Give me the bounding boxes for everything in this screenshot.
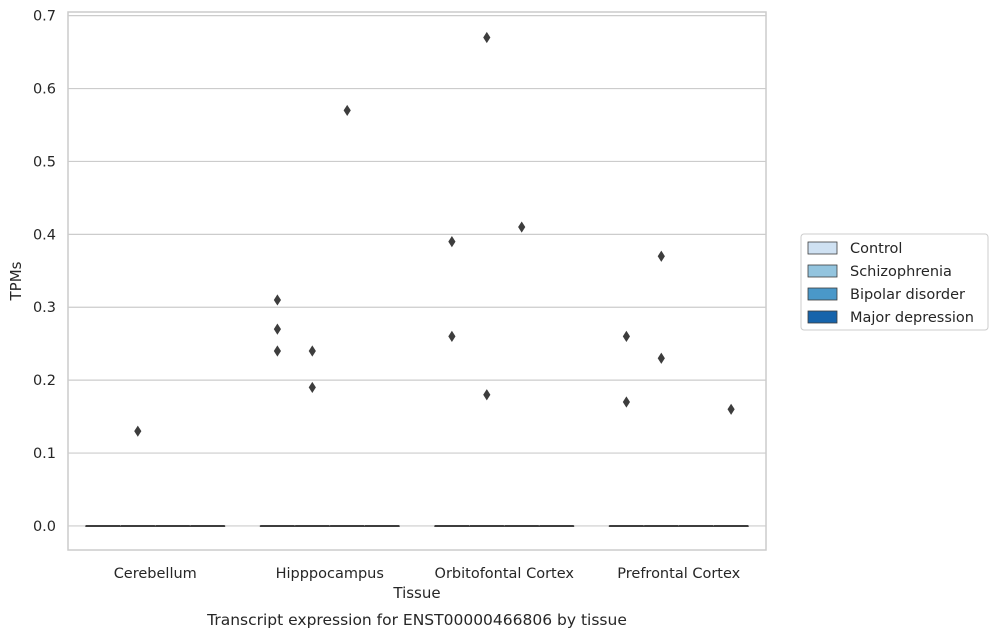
outlier-point — [622, 330, 630, 343]
outlier-point — [308, 345, 316, 357]
y-tick-label: 0.5 — [33, 154, 56, 170]
legend-swatch — [807, 287, 838, 301]
y-tick-label: 0.6 — [33, 82, 56, 98]
outlier-point — [134, 425, 142, 437]
y-tick-label: 0.3 — [33, 300, 56, 316]
y-tick-label: 0.7 — [33, 9, 56, 25]
outlier-point — [483, 389, 491, 401]
y-tick-label: 0.4 — [33, 227, 56, 243]
outlier-point — [448, 236, 456, 248]
y-tick-label: 0.0 — [33, 519, 56, 535]
legend-frame — [800, 233, 989, 331]
outlier-point — [622, 396, 630, 408]
plot-frame — [67, 11, 767, 551]
legend: Control Schizophrenia Bipolar disorder Majo… — [800, 233, 989, 331]
outlier-point — [483, 31, 491, 44]
x-tick-label: Orbitofontal Cortex — [435, 566, 575, 582]
x-tick-label: Prefrontal Cortex — [617, 566, 740, 582]
legend-label: Bipolar disorder — [850, 287, 965, 303]
legend-swatch — [807, 310, 838, 324]
legend-label: Control — [850, 241, 902, 257]
outlier-point — [273, 294, 281, 306]
y-tick-label: 0.2 — [33, 373, 56, 389]
outlier-point — [273, 345, 281, 357]
outlier-point — [657, 352, 665, 364]
boxes — [85, 524, 749, 527]
chart-caption: Transcript expression for ENST0000046680… — [206, 611, 627, 629]
legend-items: Control Schizophrenia Bipolar disorder Majo… — [807, 241, 974, 326]
outlier-point — [448, 330, 456, 343]
x-axis-title: Tissue — [392, 584, 440, 602]
x-axis-ticks: Cerebellum Hipppocampus Orbitofontal Corte… — [114, 566, 741, 582]
outlier-point — [273, 323, 281, 335]
outlier-point — [727, 403, 735, 415]
y-axis-title: TPMs — [7, 261, 25, 301]
legend-label: Major depression — [850, 310, 974, 326]
x-tick-label: Cerebellum — [114, 566, 197, 582]
legend-swatch — [807, 264, 838, 278]
y-axis-ticks: 0.0 0.1 0.2 0.3 0.4 0.5 0.6 0.7 — [33, 9, 56, 535]
gridlines — [68, 15, 766, 527]
outlier-point — [657, 250, 665, 262]
y-tick-label: 0.1 — [33, 446, 56, 462]
legend-label: Schizophrenia — [850, 264, 952, 280]
outlier-point — [308, 381, 316, 394]
x-tick-label: Hipppocampus — [276, 566, 384, 582]
outlier-point — [518, 221, 526, 233]
legend-swatch — [807, 241, 838, 255]
plot-area — [68, 12, 766, 550]
outliers — [134, 31, 735, 437]
outlier-point — [343, 104, 351, 117]
